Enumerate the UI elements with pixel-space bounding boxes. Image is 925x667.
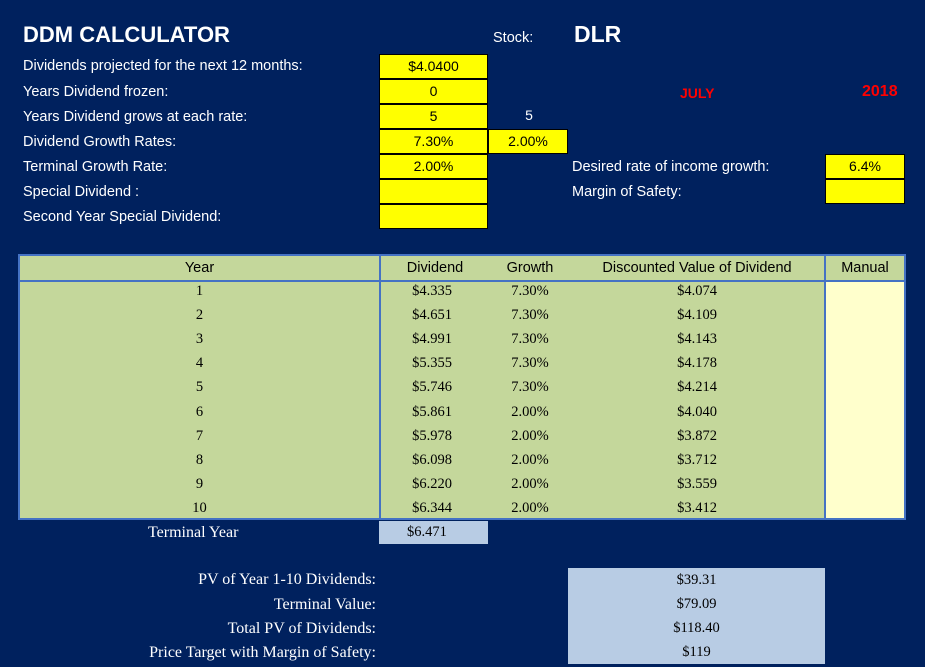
- row-year: 10: [192, 499, 207, 516]
- stock-label: Stock:: [493, 30, 534, 46]
- years-frozen-input[interactable]: 0: [379, 79, 488, 104]
- row-discounted: $3.559: [677, 475, 717, 492]
- margin-of-safety-input[interactable]: [825, 179, 905, 204]
- second-special-dividend-label: Second Year Special Dividend:: [23, 209, 222, 225]
- pv-label: PV of Year 1-10 Dividends:: [198, 571, 376, 588]
- row-dividend: $5.978: [412, 427, 452, 444]
- row-discounted: $3.712: [677, 451, 717, 468]
- row-year: 4: [195, 355, 204, 372]
- row-discounted: $3.872: [677, 427, 717, 444]
- row-dividend: $4.991: [412, 331, 452, 348]
- total-pv-value: $118.40: [673, 620, 720, 636]
- years-grows-input-2[interactable]: 5: [525, 107, 533, 123]
- row-year: 2: [195, 307, 204, 324]
- row-year: 5: [195, 379, 204, 396]
- year-label: 2018: [862, 83, 898, 100]
- row-discounted: $4.143: [677, 331, 717, 348]
- stock-ticker[interactable]: DLR: [574, 21, 622, 47]
- special-dividend-label: Special Dividend :: [23, 184, 140, 200]
- row-dividend: $5.861: [412, 403, 452, 420]
- row-growth: 7.30%: [511, 307, 549, 324]
- terminal-growth-label: Terminal Growth Rate:: [23, 159, 168, 175]
- row-dividend: $6.220: [412, 475, 452, 492]
- row-year: 6: [195, 403, 204, 420]
- row-growth: 2.00%: [511, 427, 549, 444]
- growth-rate-1-input[interactable]: 7.30%: [379, 129, 488, 154]
- growth-rate-2-input[interactable]: 2.00%: [488, 129, 568, 154]
- app-title: DDM CALCULATOR: [23, 22, 230, 47]
- row-discounted: $4.109: [677, 307, 717, 324]
- row-discounted: $4.074: [677, 283, 717, 299]
- row-year: 9: [195, 475, 204, 492]
- desired-income-growth-input[interactable]: 6.4%: [825, 154, 905, 179]
- special-dividend-input[interactable]: [379, 179, 488, 204]
- row-growth: 7.30%: [511, 355, 549, 372]
- years-grows-label: Years Dividend grows at each rate:: [23, 109, 248, 125]
- dividends-projected-input[interactable]: $4.0400: [379, 54, 488, 79]
- row-growth: 7.30%: [511, 379, 549, 396]
- row-discounted: $4.178: [677, 355, 717, 372]
- row-growth: 2.00%: [511, 499, 549, 516]
- total-pv-label: Total PV of Dividends:: [227, 620, 376, 637]
- row-dividend: $4.651: [412, 307, 452, 324]
- terminal-year-value: $6.471: [379, 521, 488, 544]
- row-year: 3: [195, 331, 204, 348]
- row-growth: 7.30%: [511, 331, 549, 348]
- dividend-header: Dividend: [406, 260, 464, 276]
- summary-box: $39.31 $79.09 $118.40 $119: [568, 568, 825, 664]
- desired-income-growth-label: Desired rate of income growth:: [572, 159, 770, 175]
- growth-rates-label: Dividend Growth Rates:: [23, 134, 177, 150]
- second-special-dividend-input[interactable]: [379, 204, 488, 229]
- row-discounted: $4.040: [677, 403, 717, 420]
- row-dividend: $6.344: [412, 499, 452, 516]
- price-target-label: Price Target with Margin of Safety:: [149, 644, 376, 661]
- year-header: Year: [184, 260, 215, 276]
- row-dividend: $5.746: [412, 379, 452, 396]
- row-discounted: $3.412: [677, 499, 717, 516]
- month-label: JULY: [680, 85, 715, 101]
- row-year: 1: [195, 283, 204, 299]
- terminal-value-label: Terminal Value:: [273, 596, 376, 613]
- years-frozen-label: Years Dividend frozen:: [23, 84, 169, 100]
- row-dividend: $5.355: [412, 355, 452, 372]
- pv-value: $39.31: [676, 572, 717, 588]
- terminal-year-label: Terminal Year: [148, 524, 239, 541]
- dividends-projected-label: Dividends projected for the next 12 mont…: [23, 58, 303, 74]
- row-growth: 2.00%: [511, 403, 549, 420]
- row-growth: 2.00%: [511, 475, 549, 492]
- manual-header: Manual: [841, 260, 889, 276]
- discounted-header: Discounted Value of Dividend: [602, 260, 792, 276]
- row-growth: 2.00%: [511, 451, 549, 468]
- growth-header: Growth: [506, 260, 554, 276]
- years-grows-input-1[interactable]: 5: [379, 104, 488, 129]
- row-dividend: $4.335: [412, 283, 452, 299]
- row-discounted: $4.214: [677, 379, 717, 396]
- margin-of-safety-label: Margin of Safety:: [572, 184, 682, 200]
- row-dividend: $6.098: [412, 451, 452, 468]
- row-growth: 7.30%: [511, 283, 549, 299]
- terminal-value: $79.09: [676, 596, 717, 612]
- row-year: 7: [195, 427, 204, 444]
- dividend-table: Year Dividend Growth Discounted Value of…: [18, 254, 906, 520]
- price-target-value: $119: [682, 644, 711, 660]
- manual-col-divider: [824, 256, 826, 518]
- terminal-growth-input[interactable]: 2.00%: [379, 154, 488, 179]
- header-divider: [20, 280, 904, 282]
- row-year: 8: [195, 451, 204, 468]
- year-col-divider: [379, 256, 381, 518]
- manual-column[interactable]: [826, 280, 904, 518]
